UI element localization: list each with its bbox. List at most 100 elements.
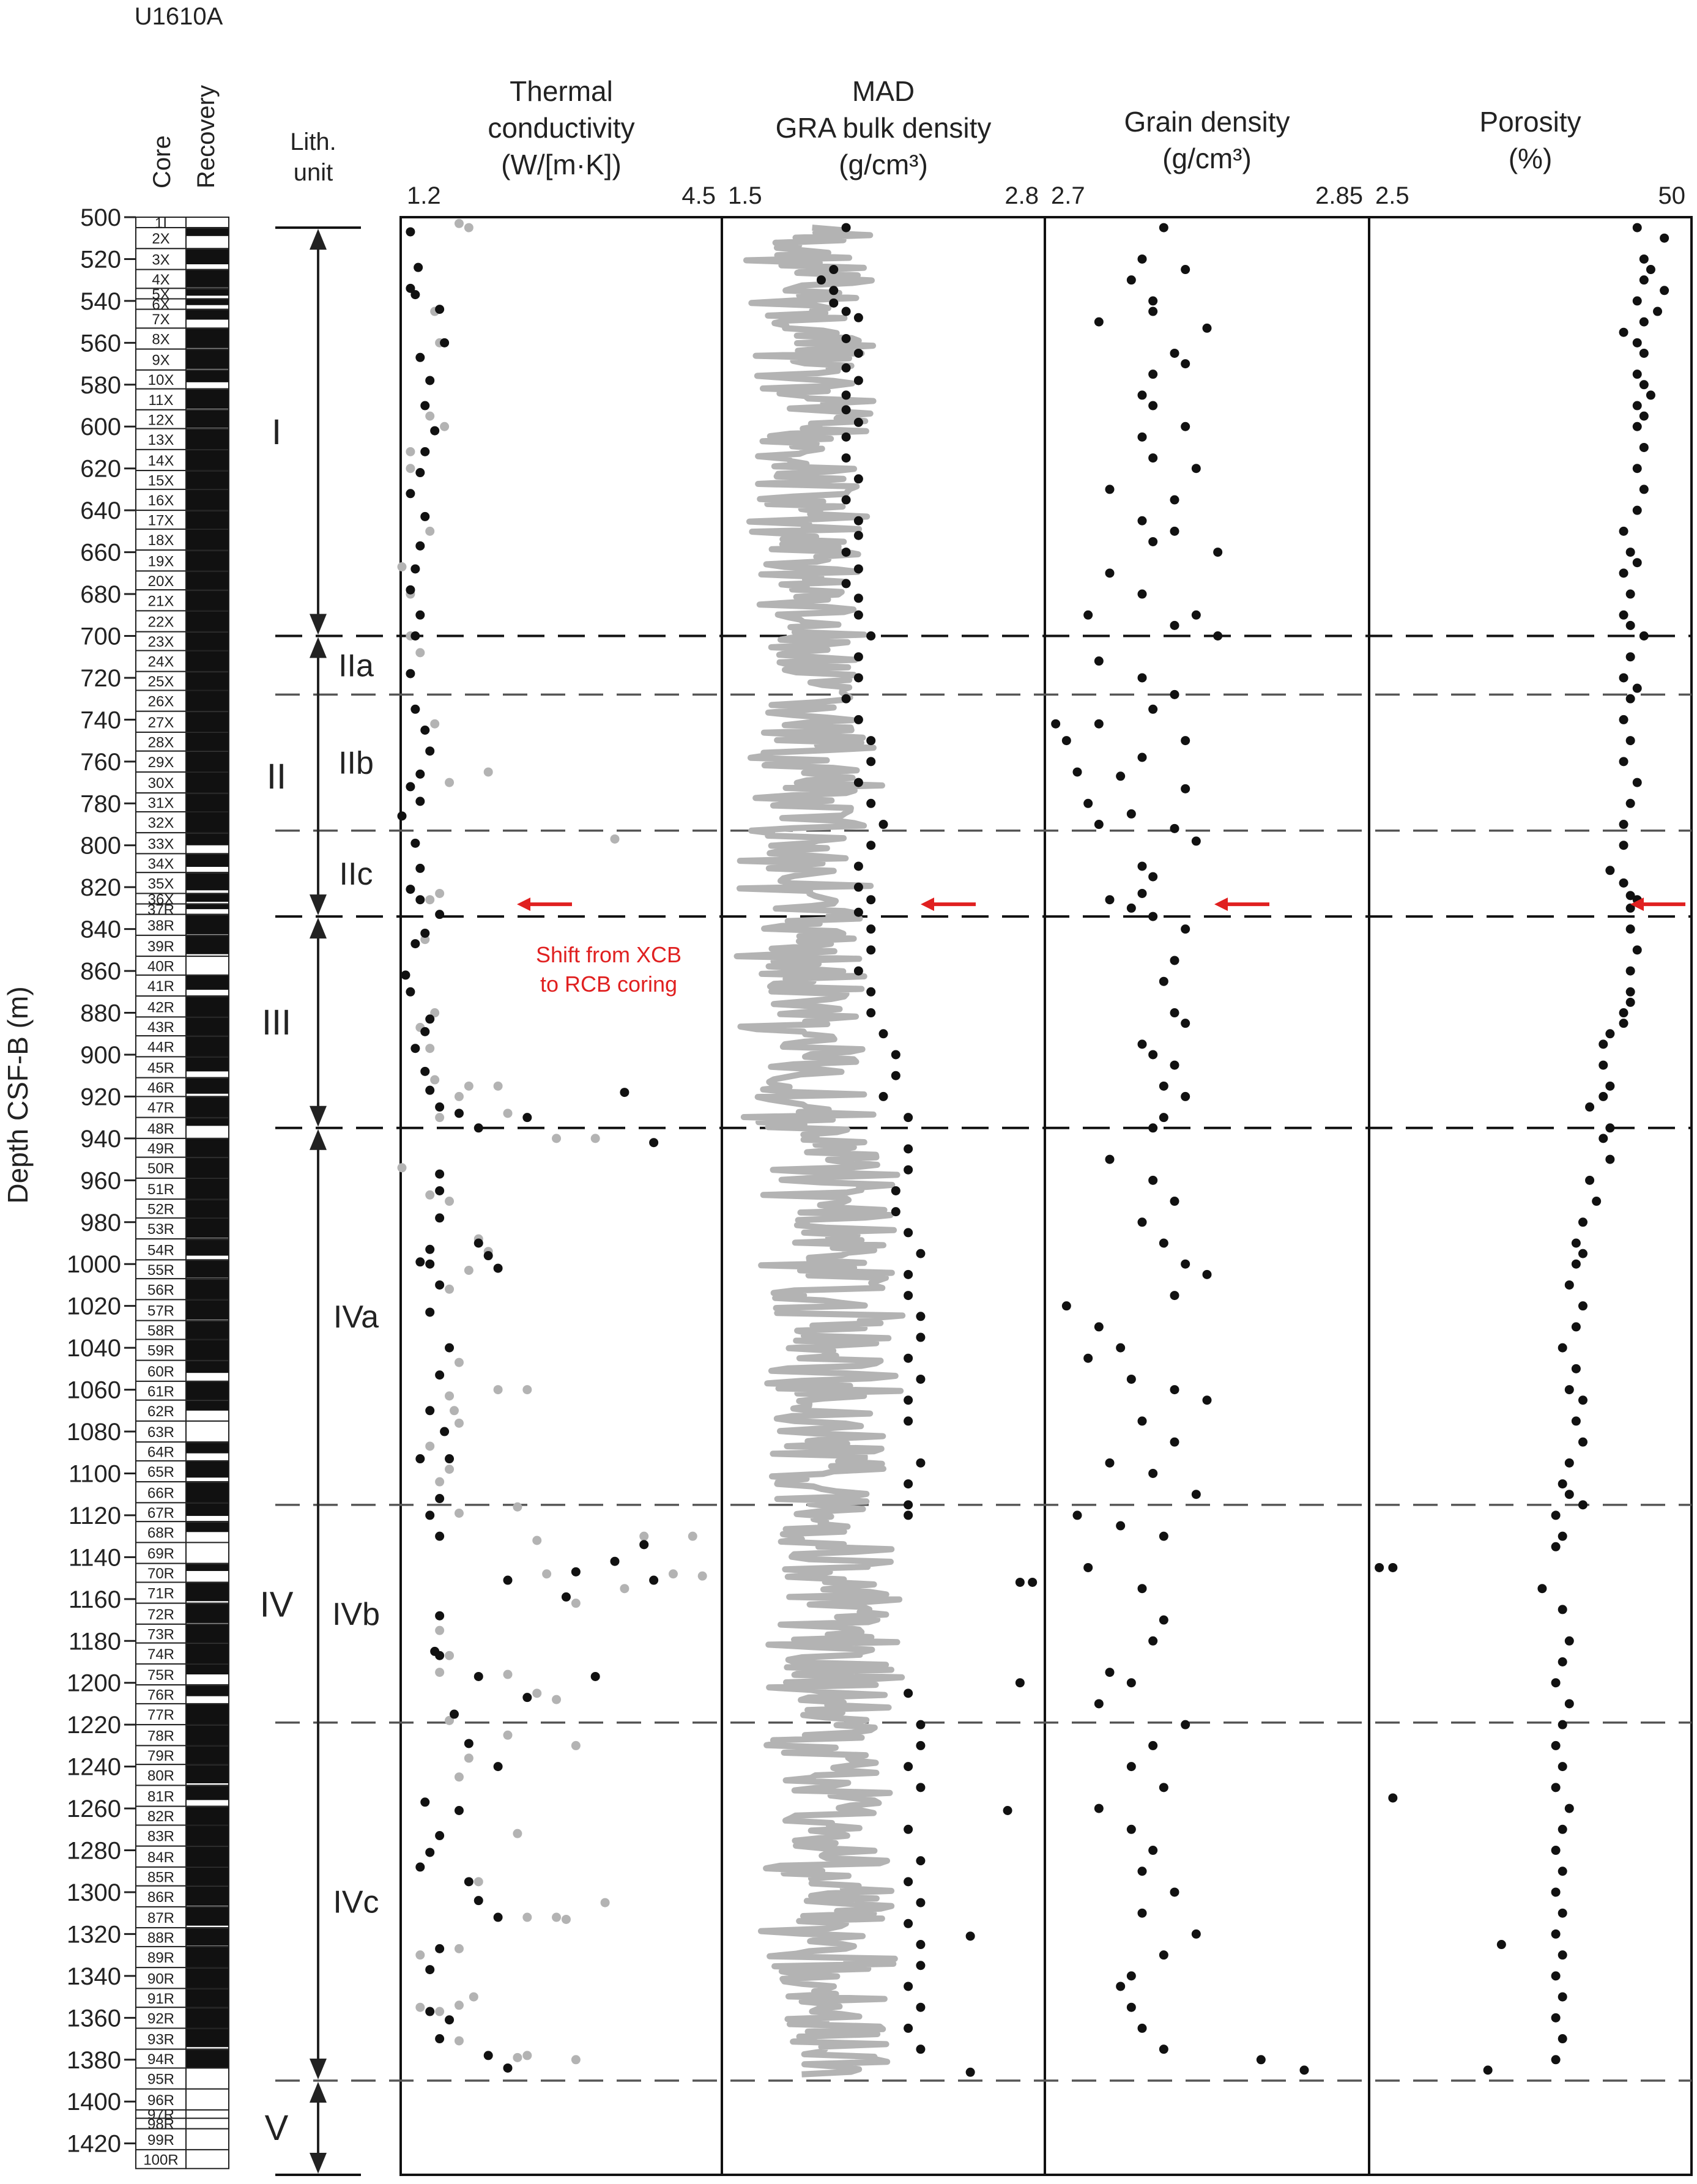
data-point (1578, 1395, 1587, 1405)
recovery-fill (187, 590, 228, 611)
data-point (420, 1066, 430, 1076)
data-point (1051, 719, 1061, 729)
data-point-grey (503, 1670, 513, 1679)
data-point (1148, 1636, 1158, 1646)
data-point (866, 757, 876, 767)
core-box (135, 1441, 187, 1462)
data-point (1116, 1982, 1126, 1991)
core-label: 7X (152, 311, 169, 328)
data-point (1148, 1846, 1158, 1855)
data-point-grey (420, 935, 430, 945)
data-point (473, 1238, 483, 1248)
data-point (904, 1113, 913, 1123)
data-point (1159, 1531, 1168, 1541)
data-point-grey (454, 1418, 464, 1428)
depth-tick-label: 1040 (67, 1335, 121, 1362)
x-tick-min: 1.2 (407, 182, 441, 209)
recovery-fill (187, 651, 228, 672)
core-label: 63R (147, 1424, 174, 1441)
data-point (1625, 694, 1635, 704)
data-point-grey (464, 1753, 473, 1763)
lith-unit-label: IV (260, 1584, 294, 1624)
data-point (1213, 548, 1223, 557)
data-point (866, 841, 876, 850)
lith-subunit-label: IVa (333, 1299, 379, 1335)
recovery-fill (187, 1178, 228, 1200)
data-point-grey (435, 1668, 445, 1677)
data-point (473, 1671, 483, 1681)
data-point (1181, 1091, 1190, 1101)
data-point (1015, 1678, 1025, 1688)
data-point-grey (571, 1599, 581, 1608)
recovery-fill (187, 1522, 228, 1532)
data-point (445, 1454, 455, 1464)
data-point-grey (552, 1912, 562, 1922)
data-point (1181, 1019, 1190, 1028)
depth-tick-label: 780 (80, 790, 121, 817)
data-point (473, 1123, 483, 1133)
data-point (904, 1877, 913, 1887)
data-point (841, 432, 851, 442)
recovery-box (185, 2128, 229, 2150)
data-point (1551, 1971, 1561, 1981)
core-label: 48R (147, 1121, 174, 1137)
data-point (1083, 1562, 1093, 1572)
data-point-grey (561, 1914, 571, 1924)
recovery-fill (187, 691, 228, 711)
data-point-grey (445, 1651, 455, 1660)
data-point (853, 778, 863, 787)
core-label: 75R (147, 1667, 174, 1684)
core-label: 29X (148, 754, 174, 771)
data-point-grey (469, 1992, 478, 2002)
data-point (1191, 610, 1201, 620)
data-point (435, 1944, 445, 1953)
data-point (916, 1940, 926, 1950)
depth-tick-label: 1100 (69, 1460, 121, 1487)
data-point-grey (483, 767, 493, 777)
data-point (866, 895, 876, 905)
unit-arrow-head-up (310, 1129, 327, 1150)
core-box (135, 549, 187, 572)
data-point (1578, 1217, 1587, 1227)
data-point-grey (435, 2007, 445, 2016)
data-point (853, 516, 863, 526)
data-point (1126, 1678, 1136, 1688)
recovery-fill (187, 935, 228, 954)
data-point (1083, 798, 1093, 808)
data-point (904, 1291, 913, 1301)
data-point (410, 838, 420, 848)
recovery-column-title: Recovery (193, 85, 220, 188)
core-label: 2X (152, 231, 169, 247)
recovery-fill (187, 1603, 228, 1624)
data-point (916, 1720, 926, 1729)
recovery-fill (187, 1078, 228, 1094)
data-point (1299, 2065, 1309, 2075)
recovery-fill (187, 1624, 228, 1643)
data-point (1256, 2055, 1266, 2065)
data-point (406, 585, 415, 595)
recovery-fill (187, 1807, 228, 1826)
data-point (435, 1186, 445, 1195)
recovery-box (185, 217, 229, 229)
data-point (1137, 1584, 1147, 1594)
data-point (904, 1762, 913, 1772)
depth-tick-label: 700 (80, 623, 121, 650)
data-point (853, 417, 863, 427)
data-point-grey (552, 1134, 562, 1143)
data-point (853, 652, 863, 662)
data-point (435, 910, 445, 919)
recovery-fill (187, 1381, 228, 1400)
data-point (1599, 1060, 1608, 1070)
data-point (916, 1312, 926, 1321)
core-label: 82R (147, 1808, 174, 1825)
data-point (420, 928, 430, 938)
data-point-grey (430, 1075, 440, 1085)
core-box (135, 1805, 187, 1826)
data-point (1537, 1584, 1547, 1594)
data-point (522, 1693, 532, 1703)
recovery-fill (187, 732, 228, 751)
data-point (866, 1008, 876, 1018)
data-point (420, 1797, 430, 1807)
core-label: 72R (147, 1606, 174, 1623)
depth-tick-label: 620 (80, 456, 121, 483)
